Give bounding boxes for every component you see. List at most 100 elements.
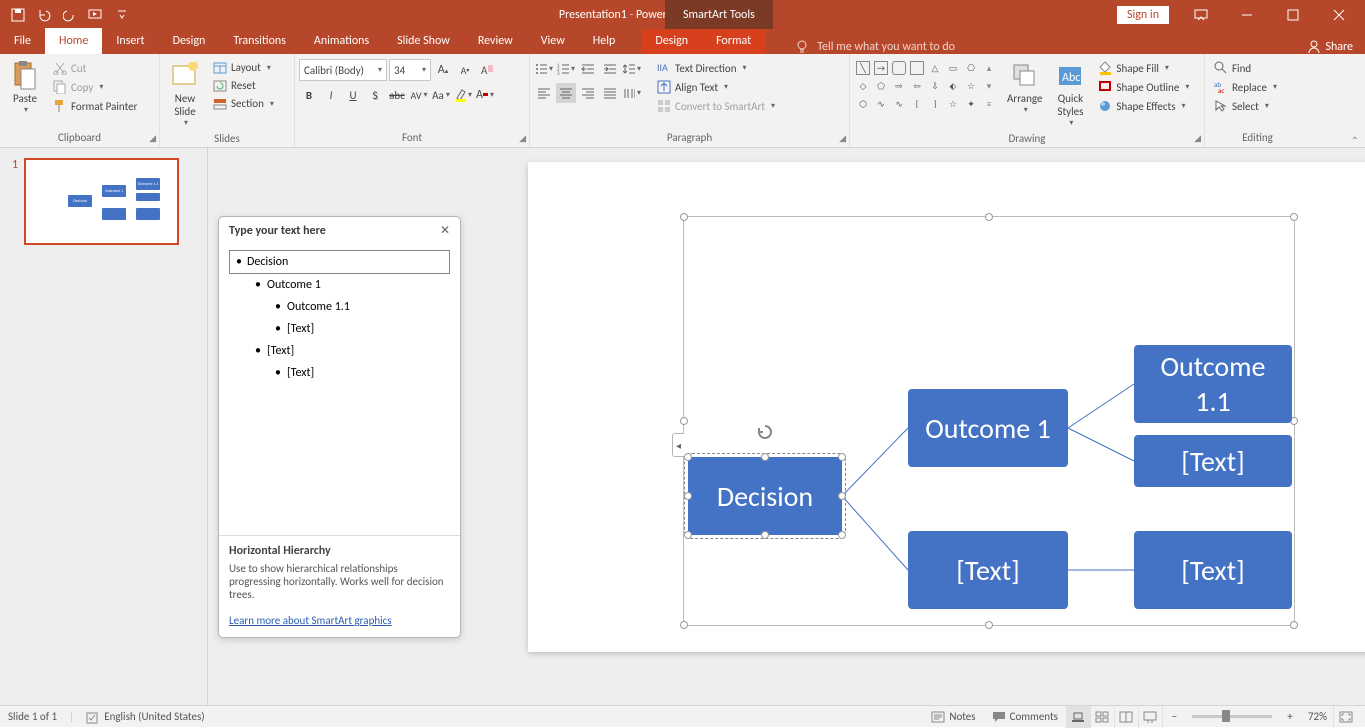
spellcheck-icon[interactable] <box>86 710 100 724</box>
sorter-view-button[interactable] <box>1090 706 1114 728</box>
align-left-button[interactable] <box>534 83 554 103</box>
bold-button[interactable]: B <box>299 85 319 105</box>
minimize-button[interactable] <box>1225 0 1269 29</box>
fit-to-window-button[interactable] <box>1333 706 1357 728</box>
rotate-handle-icon[interactable] <box>756 423 774 441</box>
maximize-button[interactable] <box>1271 0 1315 29</box>
ribbon-display-options-icon[interactable] <box>1179 0 1223 29</box>
tab-home[interactable]: Home <box>45 28 102 54</box>
reading-view-button[interactable] <box>1114 706 1138 728</box>
start-slideshow-icon[interactable] <box>84 3 108 27</box>
textpane-item[interactable]: [Text] <box>269 362 450 384</box>
zoom-slider[interactable] <box>1192 715 1272 718</box>
slide[interactable]: Decision Outcome 1 Outcome 1.1 [Text] [T… <box>528 162 1365 652</box>
shapes-gallery[interactable]: ╲→△▭⎔▴ ◇⬠⇨⇦⇩⬖☆▾ ⬡∿∿{}☆✦≡ <box>856 61 998 113</box>
tab-transitions[interactable]: Transitions <box>219 29 300 54</box>
increase-indent-button[interactable] <box>600 59 620 79</box>
slideshow-view-button[interactable] <box>1138 706 1162 728</box>
notes-button[interactable]: Notes <box>923 706 983 728</box>
strikethrough-button[interactable]: abc <box>387 85 407 105</box>
align-center-button[interactable] <box>556 83 576 103</box>
tab-file[interactable]: File <box>0 29 45 54</box>
tab-smartart-design[interactable]: Design <box>641 29 702 54</box>
tab-smartart-format[interactable]: Format <box>702 29 765 54</box>
increase-font-icon[interactable]: A▴ <box>433 60 453 80</box>
clipboard-dialog-launcher[interactable]: ◢ <box>149 133 156 144</box>
tab-help[interactable]: Help <box>579 29 630 54</box>
tab-insert[interactable]: Insert <box>102 29 158 54</box>
numbering-button[interactable]: 123▾ <box>556 59 576 79</box>
shape-outline-button[interactable]: Shape Outline▾ <box>1093 78 1194 96</box>
collapse-ribbon-icon[interactable]: ⌃ <box>1351 134 1359 147</box>
normal-view-button[interactable] <box>1066 706 1090 728</box>
paragraph-dialog-launcher[interactable]: ◢ <box>839 133 846 144</box>
slide-counter[interactable]: Slide 1 of 1 <box>8 710 57 723</box>
shape-effects-button[interactable]: Shape Effects▾ <box>1093 97 1194 115</box>
format-painter-button[interactable]: Format Painter <box>48 97 142 115</box>
node-text2[interactable]: [Text] <box>908 531 1068 609</box>
replace-button[interactable]: abacReplace▾ <box>1209 78 1282 96</box>
convert-smartart-button[interactable]: Convert to SmartArt▾ <box>652 97 780 115</box>
cut-button[interactable]: Cut <box>48 59 142 77</box>
shadow-button[interactable]: S <box>365 85 385 105</box>
paste-button[interactable]: Paste▾ <box>4 57 46 118</box>
node-text12[interactable]: [Text] <box>1134 435 1292 487</box>
textpane-body[interactable]: Decision Outcome 1 Outcome 1.1 [Text] [T… <box>219 244 460 535</box>
textpane-toggle-button[interactable]: ◂ <box>672 433 684 457</box>
textpane-item[interactable]: Outcome 1 <box>249 274 450 296</box>
sign-in-button[interactable]: Sign in <box>1117 6 1169 24</box>
textpane-item[interactable]: [Text] <box>269 318 450 340</box>
font-size-select[interactable]: 34▾ <box>389 59 431 81</box>
zoom-out-button[interactable]: − <box>1162 706 1186 728</box>
smartart-frame[interactable]: Decision Outcome 1 Outcome 1.1 [Text] [T… <box>683 216 1295 626</box>
select-button[interactable]: Select▾ <box>1209 97 1282 115</box>
tab-animations[interactable]: Animations <box>300 29 383 54</box>
font-color-button[interactable]: A▾ <box>475 85 495 105</box>
highlight-button[interactable]: ▾ <box>453 85 473 105</box>
undo-icon[interactable] <box>32 3 56 27</box>
textpane-item[interactable]: [Text] <box>249 340 450 362</box>
close-button[interactable] <box>1317 0 1361 29</box>
justify-button[interactable] <box>600 83 620 103</box>
italic-button[interactable]: I <box>321 85 341 105</box>
new-slide-button[interactable]: New Slide▾ <box>164 57 206 131</box>
node-decision[interactable]: Decision <box>688 457 842 535</box>
align-right-button[interactable] <box>578 83 598 103</box>
char-spacing-button[interactable]: AV▾ <box>409 85 429 105</box>
decrease-indent-button[interactable] <box>578 59 598 79</box>
reset-button[interactable]: Reset <box>208 77 279 94</box>
redo-icon[interactable] <box>58 3 82 27</box>
node-outcome11[interactable]: Outcome 1.1 <box>1134 345 1292 423</box>
columns-button[interactable]: ▾ <box>622 83 642 103</box>
text-direction-button[interactable]: IIAText Direction▾ <box>652 59 780 77</box>
shape-fill-button[interactable]: Shape Fill▾ <box>1093 59 1194 77</box>
decrease-font-icon[interactable]: A▾ <box>455 60 475 80</box>
find-button[interactable]: Find <box>1209 59 1282 77</box>
tab-review[interactable]: Review <box>464 29 527 54</box>
zoom-in-button[interactable]: + <box>1278 706 1302 728</box>
line-spacing-button[interactable]: ▾ <box>622 59 642 79</box>
zoom-slider-thumb[interactable] <box>1222 710 1230 722</box>
copy-button[interactable]: Copy▾ <box>48 78 142 96</box>
tab-view[interactable]: View <box>527 29 579 54</box>
save-icon[interactable] <box>6 3 30 27</box>
node-outcome1[interactable]: Outcome 1 <box>908 389 1068 467</box>
qat-customize-icon[interactable] <box>110 3 134 27</box>
slide-thumbnail-1[interactable]: Decision Outcome 1 Outcome 1.1 <box>24 158 179 245</box>
textpane-learn-more-link[interactable]: Learn more about SmartArt graphics <box>229 614 392 627</box>
tell-me-search[interactable]: Tell me what you want to do <box>795 40 955 54</box>
comments-button[interactable]: Comments <box>984 706 1066 728</box>
arrange-button[interactable]: Arrange▾ <box>1002 57 1047 118</box>
language-status[interactable]: English (United States) <box>104 710 204 723</box>
align-text-button[interactable]: Align Text▾ <box>652 78 780 96</box>
textpane-item[interactable]: Decision <box>229 250 450 274</box>
quick-styles-button[interactable]: Abc Quick Styles▾ <box>1049 57 1091 131</box>
change-case-button[interactable]: Aa▾ <box>431 85 451 105</box>
clear-formatting-icon[interactable]: A <box>477 60 497 80</box>
font-name-select[interactable]: Calibri (Body)▾ <box>299 59 387 81</box>
drawing-dialog-launcher[interactable]: ◢ <box>1194 133 1201 144</box>
textpane-close-icon[interactable]: ✕ <box>440 223 450 238</box>
tab-slideshow[interactable]: Slide Show <box>383 29 464 54</box>
underline-button[interactable]: U <box>343 85 363 105</box>
zoom-level[interactable]: 72% <box>1308 710 1327 723</box>
